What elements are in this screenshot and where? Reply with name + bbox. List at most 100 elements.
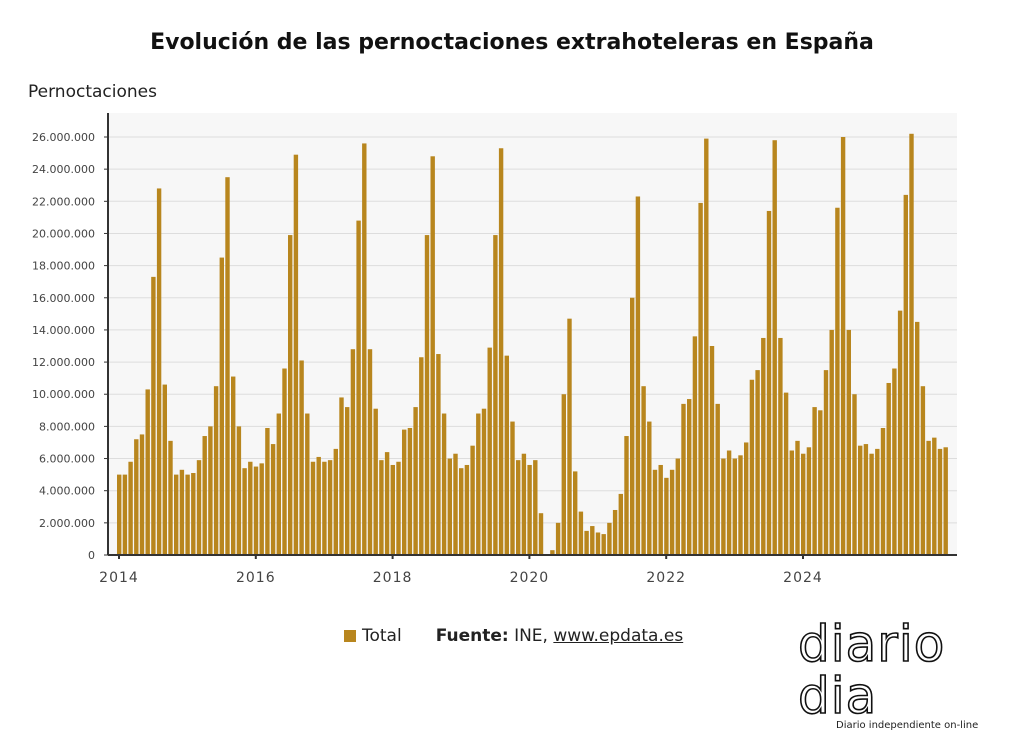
source-link[interactable]: www.epdata.es	[553, 626, 684, 646]
y-tick-label: 8.000.000	[39, 420, 95, 433]
bar	[658, 464, 663, 555]
bar	[590, 526, 595, 555]
bar	[943, 447, 948, 555]
bar	[675, 458, 680, 555]
bar	[732, 458, 737, 555]
bar	[772, 140, 777, 555]
bar	[476, 413, 481, 555]
bar	[356, 220, 361, 555]
bar	[550, 550, 555, 555]
bar	[419, 357, 424, 555]
bar	[801, 453, 806, 555]
bar	[213, 386, 219, 555]
bar	[248, 461, 253, 555]
bar	[259, 463, 264, 555]
x-tick-label: 2016	[236, 570, 276, 586]
source-text: INE,	[514, 626, 548, 646]
bar	[510, 421, 515, 555]
bar	[276, 413, 281, 555]
bar	[567, 318, 572, 555]
bar	[242, 468, 247, 555]
chart-title: Evolución de las pernoctaciones extrahot…	[150, 30, 874, 55]
bar	[749, 379, 755, 555]
bar	[390, 464, 395, 555]
bar	[498, 148, 504, 555]
bar	[932, 437, 937, 555]
bar	[584, 530, 589, 555]
y-axis-label: Pernoctaciones	[28, 82, 157, 102]
bar	[863, 444, 869, 555]
y-tick-label: 4.000.000	[39, 485, 95, 498]
bar	[219, 257, 224, 555]
bar	[333, 448, 338, 555]
diario-dia-logo: diario dia Diario independiente on-line	[797, 617, 1024, 731]
bar	[470, 445, 475, 555]
bar	[886, 382, 891, 555]
bar	[538, 513, 544, 555]
bar	[624, 436, 629, 555]
y-tick-label: 6.000.000	[39, 453, 95, 466]
bar	[350, 349, 356, 555]
bar	[818, 410, 823, 555]
bar	[493, 235, 498, 556]
bar	[447, 458, 452, 555]
y-tick-label: 12.000.000	[32, 356, 95, 369]
bar	[402, 429, 407, 555]
logo-subtitle: Diario independiente on-line	[836, 720, 979, 731]
bar	[875, 448, 880, 555]
bar	[413, 407, 418, 555]
bar	[726, 450, 732, 555]
x-tick-label: 2014	[99, 570, 139, 586]
bar	[880, 427, 886, 555]
bar	[789, 450, 794, 555]
bar	[288, 235, 293, 556]
bar	[270, 444, 276, 555]
legend-swatch	[344, 630, 356, 642]
y-tick-label: 2.000.000	[39, 517, 95, 530]
bar	[464, 464, 470, 555]
y-tick-label: 18.000.000	[32, 260, 95, 273]
bar	[612, 509, 618, 555]
bar	[761, 337, 766, 555]
bar	[846, 329, 851, 555]
bar	[253, 466, 259, 555]
bar	[265, 427, 270, 555]
bar	[168, 440, 173, 555]
bar	[236, 426, 242, 555]
y-tick-label: 14.000.000	[32, 324, 95, 337]
bar	[316, 456, 321, 555]
bar	[806, 447, 812, 555]
bar	[681, 403, 686, 555]
bar	[897, 310, 903, 555]
bar	[117, 474, 122, 555]
logo-text: diario dia	[797, 615, 946, 725]
bar	[829, 329, 834, 555]
bar	[652, 469, 658, 555]
x-tick-label: 2022	[646, 570, 686, 586]
bar	[487, 347, 492, 555]
bar	[852, 394, 857, 555]
bar	[573, 471, 578, 555]
y-tick-label: 20.000.000	[32, 227, 95, 240]
bar	[151, 276, 156, 555]
bar	[664, 477, 669, 555]
bar	[669, 469, 675, 555]
bar	[424, 235, 430, 556]
bar	[721, 458, 726, 555]
bar	[618, 493, 623, 555]
y-tick-label: 22.000.000	[32, 195, 95, 208]
bar	[687, 399, 692, 555]
bar	[436, 354, 441, 555]
bar	[744, 442, 749, 555]
legend-label: Total	[362, 626, 402, 646]
bar	[202, 436, 207, 555]
bar	[858, 445, 863, 555]
y-tick-label: 10.000.000	[32, 388, 95, 401]
bar	[453, 453, 458, 555]
bar	[578, 511, 584, 555]
bar	[407, 427, 413, 555]
bar	[795, 440, 800, 555]
bar	[145, 389, 150, 555]
bar	[367, 349, 373, 555]
bar	[778, 337, 783, 555]
